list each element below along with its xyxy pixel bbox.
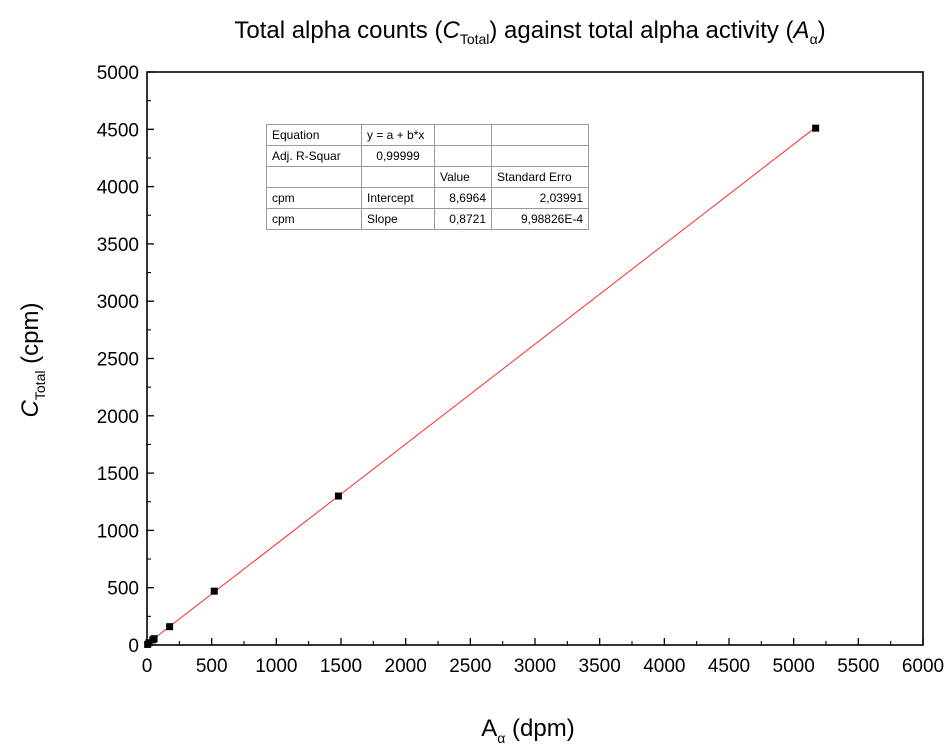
data-points	[144, 124, 820, 648]
table-cell: Intercept	[361, 187, 435, 209]
table-row: cpm Slope 0,8721 9,98826E-4	[266, 208, 589, 230]
title-var2-sub: α	[810, 31, 818, 47]
y-tick-label: 5000	[97, 63, 139, 84]
title-var-sub: Total	[460, 31, 490, 47]
table-cell	[266, 166, 362, 188]
table-cell: 8,6964	[434, 187, 492, 209]
x-tick-label: 5000	[773, 656, 815, 677]
x-axis-title: Aα (dpm)	[481, 715, 574, 746]
table-cell: 0,99999	[361, 145, 435, 167]
x-tick-label: 0	[142, 656, 153, 677]
y-tick-label: 2000	[97, 407, 139, 428]
table-row: Equation y = a + b*x	[266, 124, 589, 146]
y-tick-label: 4500	[97, 120, 139, 141]
table-cell: Value	[434, 166, 492, 188]
data-point	[812, 124, 820, 132]
ylabel-sub: Total	[32, 371, 48, 401]
table-cell: Standard Erro	[491, 166, 589, 188]
table-row: Adj. R-Squar 0,99999	[266, 145, 589, 167]
y-tick-label: 0	[128, 636, 139, 657]
table-cell: cpm	[266, 187, 362, 209]
table-row: Value Standard Erro	[266, 166, 589, 188]
xlabel-main: A	[481, 715, 497, 742]
table-cell	[434, 124, 492, 146]
xlabel-rest: (dpm)	[505, 715, 574, 742]
y-tick-label: 3500	[97, 235, 139, 256]
y-tick-label: 3000	[97, 292, 139, 313]
data-point	[150, 635, 158, 643]
title-suffix: )	[818, 17, 826, 44]
table-cell: Adj. R-Squar	[266, 145, 362, 167]
x-tick-label: 4000	[643, 656, 685, 677]
table-cell	[491, 145, 589, 167]
table-cell	[434, 145, 492, 167]
table-cell	[491, 124, 589, 146]
title-middle: ) against total alpha activity (	[489, 17, 793, 44]
table-cell	[361, 166, 435, 188]
linear-fit-line	[147, 126, 816, 644]
x-tick-label: 3500	[579, 656, 621, 677]
table-cell: cpm	[266, 208, 362, 230]
table-cell: y = a + b*x	[361, 124, 435, 146]
title-prefix: Total alpha counts (	[234, 17, 442, 44]
table-cell: Equation	[266, 124, 362, 146]
y-tick-label: 1500	[97, 464, 139, 485]
data-point	[210, 587, 218, 595]
x-tick-label: 2000	[385, 656, 427, 677]
data-point	[166, 623, 174, 631]
table-cell: Slope	[361, 208, 435, 230]
ylabel-rest: (cpm)	[17, 303, 44, 371]
data-point	[334, 492, 342, 500]
x-tick-label: 2500	[449, 656, 491, 677]
table-cell: 9,98826E-4	[491, 208, 589, 230]
x-tick-label: 500	[196, 656, 228, 677]
table-cell: 2,03991	[491, 187, 589, 209]
y-tick-label: 1000	[97, 521, 139, 542]
title-var: C	[442, 17, 460, 44]
xlabel-sub: α	[497, 730, 505, 746]
y-tick-label: 4000	[97, 178, 139, 199]
x-tick-label: 3000	[514, 656, 556, 677]
y-axis-ticks: 0 500 1000 1500 2000 2500 3000 3500 4000 4500 5000	[97, 63, 154, 657]
x-tick-label: 6000	[902, 656, 944, 677]
x-axis-ticks: 0 500 1000 1500 2000 2500 3000 3500 4000 4500 5000…	[142, 638, 944, 677]
table-cell: 0,8721	[434, 208, 492, 230]
title-var2: A	[792, 17, 810, 44]
table-row: cpm Intercept 8,6964 2,03991	[266, 187, 589, 209]
y-tick-label: 2500	[97, 350, 139, 371]
y-tick-label: 500	[107, 579, 139, 600]
data-point	[145, 639, 153, 647]
chart-title: Total alpha counts (CTotal) against tota…	[234, 17, 825, 47]
x-tick-label: 5500	[837, 656, 879, 677]
x-tick-label: 1500	[320, 656, 362, 677]
ylabel-main: C	[17, 399, 44, 417]
x-tick-label: 4500	[708, 656, 750, 677]
y-axis-title: CTotal (cpm)	[17, 303, 48, 418]
x-tick-label: 1000	[255, 656, 297, 677]
fit-statistics-table: Equation y = a + b*x Adj. R-Squar 0,9999…	[266, 124, 589, 230]
